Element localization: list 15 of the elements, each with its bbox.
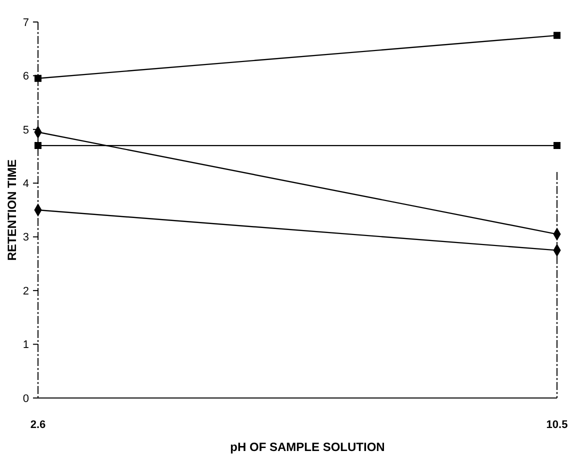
y-tick-label: 3 bbox=[22, 232, 29, 244]
y-tick-label: 4 bbox=[22, 178, 29, 190]
point bbox=[554, 142, 560, 150]
y-tick-label: 0 bbox=[22, 392, 29, 405]
y-tick-label: 7 bbox=[22, 16, 29, 29]
y-tick-label: 5 bbox=[22, 124, 29, 136]
y-tick-label: 2 bbox=[22, 285, 29, 298]
x-axis-title: pH OF SAMPLE SOLUTION bbox=[230, 440, 385, 454]
point bbox=[554, 32, 560, 39]
x-tick-label: 10.5 bbox=[546, 419, 568, 431]
x-tick-label: 2.6 bbox=[30, 419, 46, 431]
y-tick-label: 6 bbox=[22, 70, 29, 83]
y-tick-label: 1 bbox=[22, 339, 29, 352]
point bbox=[34, 142, 42, 150]
y-axis-title: RETENTION TIME bbox=[5, 159, 19, 261]
